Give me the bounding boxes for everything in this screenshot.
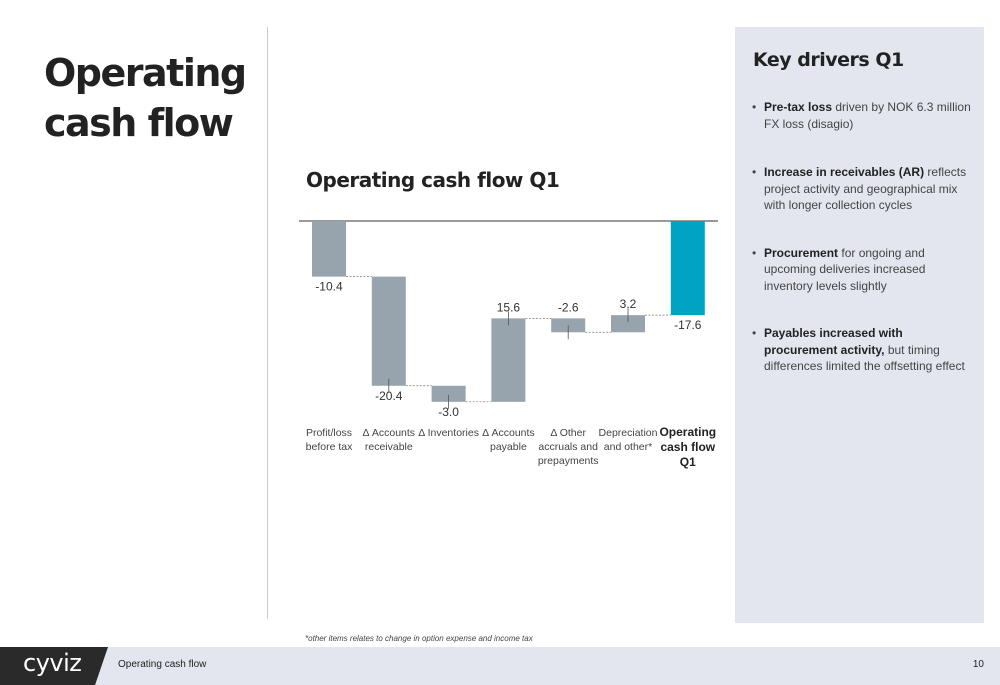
category-label: receivable: [365, 441, 413, 453]
category-label: Operating: [659, 425, 716, 439]
category-label: Δ Accounts: [363, 427, 416, 439]
page-title-line-2: cash flow: [44, 101, 234, 145]
driver-item-text: driven by NOK 6.3 million FX loss (disag…: [764, 100, 971, 131]
driver-item-bold: Pre-tax loss: [764, 100, 833, 114]
category-label: before tax: [306, 441, 353, 453]
driver-item-text: for ongoing and upcoming deliveries incr…: [764, 245, 926, 293]
category-label: Profit/loss: [306, 427, 352, 439]
vertical-divider: [267, 27, 268, 619]
data-label: -17.6: [674, 318, 702, 332]
category-label: cash flow: [660, 440, 715, 454]
category-label: Depreciation: [599, 427, 658, 439]
driver-item-bold: Increase in receivables (AR): [764, 165, 925, 179]
data-label: -20.4: [375, 389, 403, 403]
driver-item-text: reflects project activity and geographic…: [764, 165, 967, 212]
cyviz-logo: cyviz: [0, 647, 108, 685]
driver-item: Increase in receivables (AR) reflects pr…: [752, 164, 974, 214]
bar: [491, 318, 526, 402]
waterfall-chart: -10.4 Profit/loss before tax -20.4 Δ Account…: [299, 220, 718, 469]
category-label: and other*: [604, 441, 652, 453]
chart-title: Operating cash flow Q1: [306, 168, 560, 192]
category-label: payable: [490, 441, 527, 453]
data-label: 15.6: [497, 300, 521, 314]
category-label: Δ Other: [550, 427, 586, 439]
driver-item: Pre-tax loss driven by NOK 6.3 million F…: [752, 99, 974, 132]
data-label: -10.4: [315, 280, 343, 294]
category-label: Q1: [680, 455, 696, 469]
logo-text: cyviz: [23, 649, 82, 677]
driver-item: Procurement for ongoing and upcoming del…: [752, 245, 974, 295]
bar: [431, 385, 466, 402]
footer-label: Operating cash flow: [118, 659, 207, 670]
data-label: -2.6: [558, 300, 579, 314]
driver-item-bold: Payables increased with procurement acti…: [764, 326, 903, 357]
driver-item-text: but timing differences limited the offse…: [764, 342, 965, 374]
chart-footnote: *other items relates to change in option…: [305, 634, 533, 643]
driver-item: Payables increased with procurement acti…: [752, 325, 974, 375]
category-label: Δ Accounts: [482, 427, 535, 439]
driver-item-bold: Procurement: [764, 245, 839, 260]
category-label: prepayments: [538, 455, 599, 467]
page-title-line-1: Operating: [44, 51, 247, 95]
bar: [312, 221, 346, 277]
key-drivers-title: Key drivers Q1: [753, 49, 904, 71]
key-drivers-panel: Key drivers Q1 Pre-tax loss driven by NO…: [735, 27, 984, 623]
category-label: Δ Inventories: [418, 427, 479, 439]
data-label: 3.2: [620, 297, 637, 311]
category-label: accruals and: [538, 441, 598, 453]
bar: [611, 315, 645, 333]
bar: [670, 221, 705, 316]
footer-bar: cyviz Operating cash flow 10: [0, 647, 1000, 685]
page-title: Operating cash flow: [44, 48, 254, 148]
bar: [371, 276, 406, 386]
key-drivers-list: Pre-tax loss driven by NOK 6.3 million F…: [752, 99, 974, 375]
page-number: 10: [972, 659, 984, 670]
data-label: -3.0: [438, 405, 459, 419]
